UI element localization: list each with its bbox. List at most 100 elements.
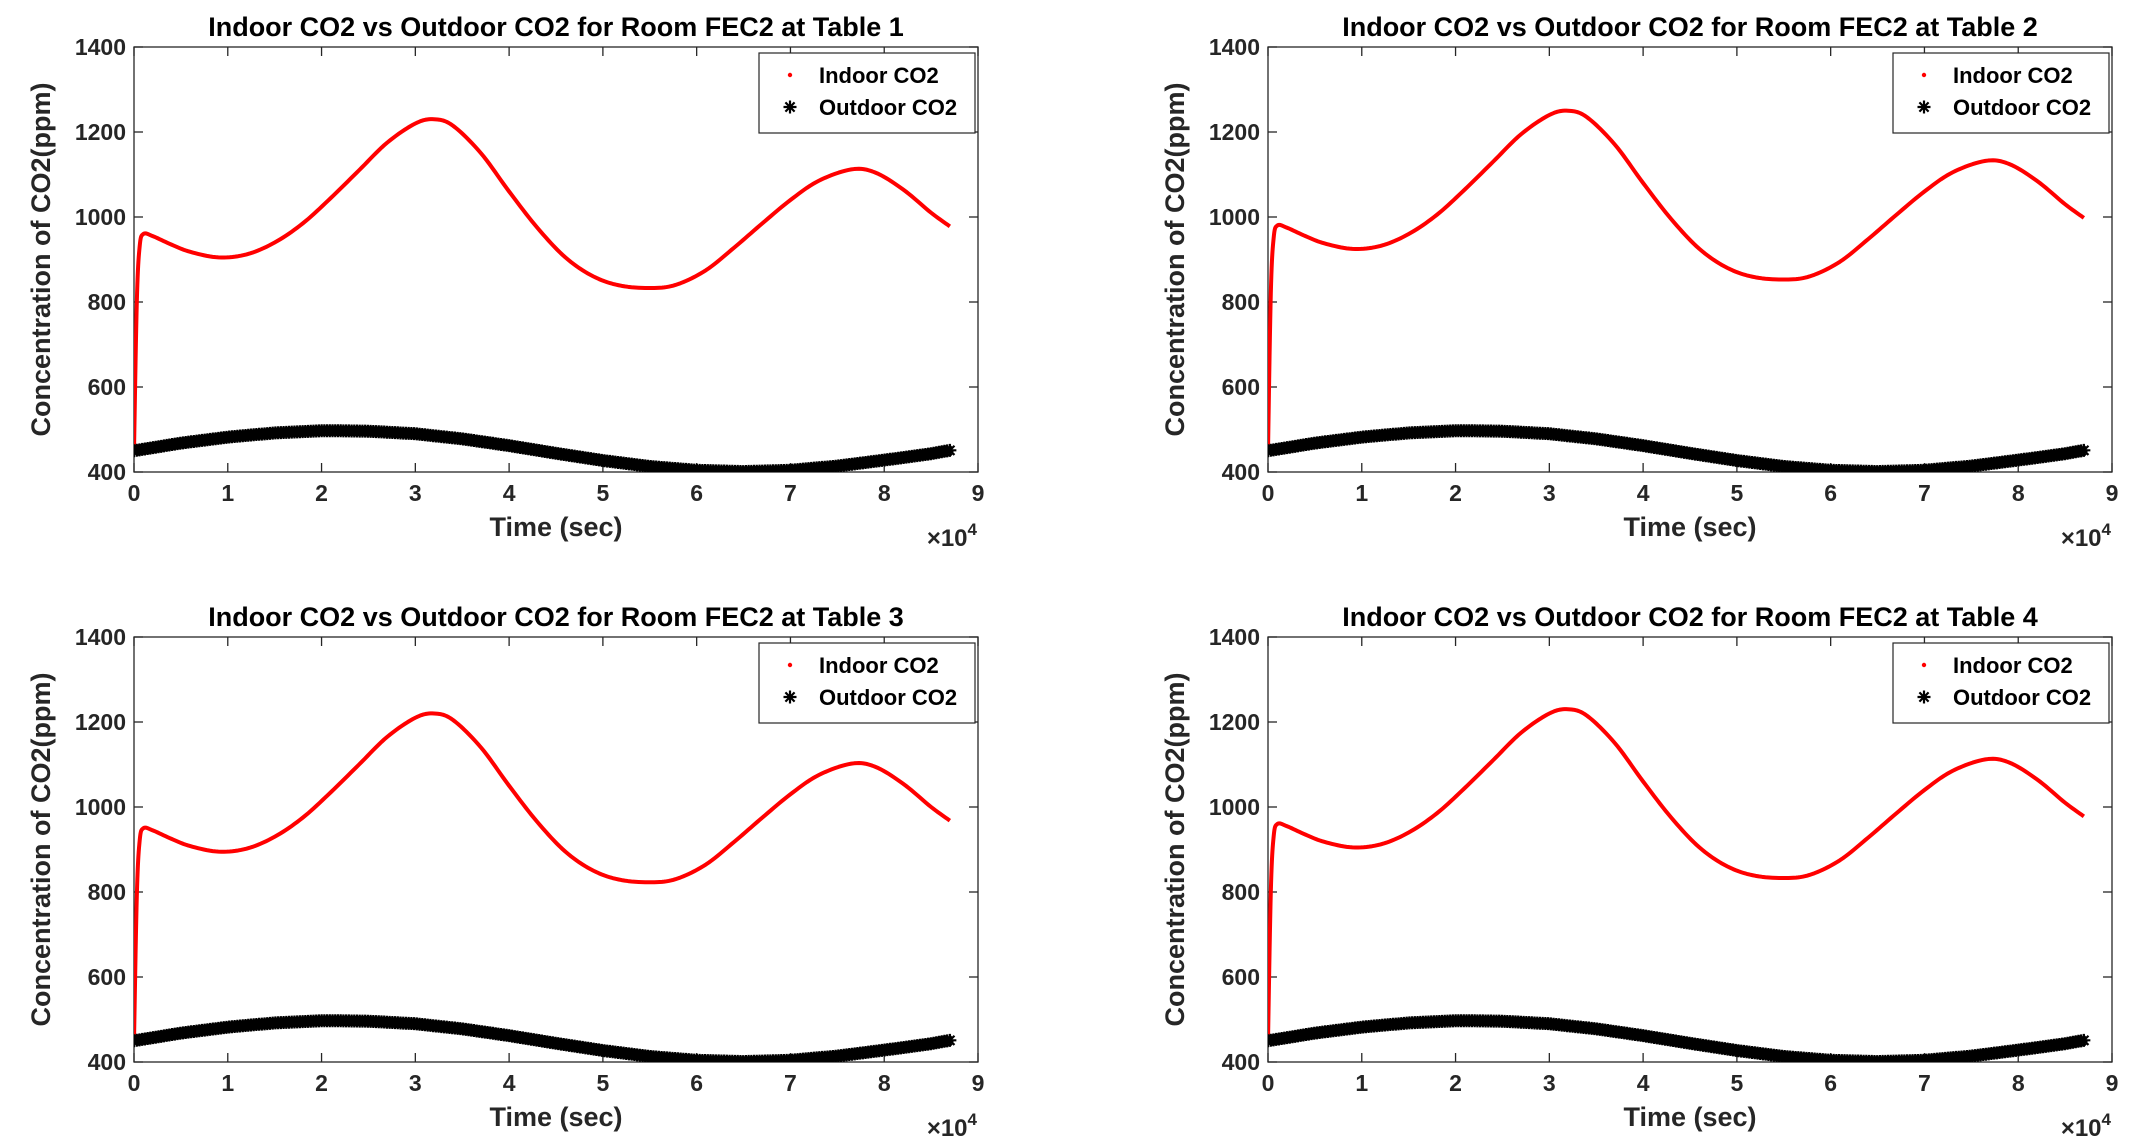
legend-marker-asterisk bbox=[783, 690, 797, 704]
x-tick-label: 9 bbox=[972, 480, 985, 506]
x-tick-label: 4 bbox=[1637, 1070, 1650, 1096]
x-tick-label: 3 bbox=[1543, 1070, 1556, 1096]
y-tick-label: 1400 bbox=[75, 34, 126, 60]
y-tick-label: 1000 bbox=[75, 204, 126, 230]
series-layer bbox=[134, 711, 957, 1062]
legend-entry-label: Indoor CO2 bbox=[819, 63, 939, 88]
x-tick-label: 5 bbox=[1730, 1070, 1743, 1096]
x-tick-label: 3 bbox=[1543, 480, 1556, 506]
legend-entry-label: Indoor CO2 bbox=[819, 653, 939, 678]
x-tick-label: 0 bbox=[128, 480, 141, 506]
y-tick-label: 800 bbox=[88, 879, 126, 905]
x-tick-label: 9 bbox=[972, 1070, 985, 1096]
legend-entry-label: Indoor CO2 bbox=[1953, 653, 2073, 678]
legend-entry-label: Outdoor CO2 bbox=[819, 685, 957, 710]
x-axis-label: Time (sec) bbox=[489, 512, 622, 542]
y-axis-label: Concentration of CO2(ppm) bbox=[1160, 673, 1190, 1027]
x-tick-label: 2 bbox=[1449, 480, 1462, 506]
x-tick-label: 8 bbox=[878, 1070, 891, 1096]
x-tick-label: 0 bbox=[128, 1070, 141, 1096]
chart-title: Indoor CO2 vs Outdoor CO2 for Room FEC2 … bbox=[208, 12, 904, 42]
legend-box bbox=[758, 642, 976, 724]
x-axis-multiplier: ×104 bbox=[927, 520, 978, 552]
x-tick-label: 4 bbox=[1637, 480, 1650, 506]
legend-box bbox=[1892, 642, 2110, 724]
x-axis-multiplier: ×104 bbox=[2061, 1110, 2112, 1139]
chart-panel-1: Indoor CO2 vs Outdoor CO2 for Room FEC2 … bbox=[26, 12, 984, 552]
y-tick-label: 1200 bbox=[75, 119, 126, 145]
legend-entry-label: Indoor CO2 bbox=[1953, 63, 2073, 88]
y-axis-label: Concentration of CO2(ppm) bbox=[26, 83, 56, 437]
series-layer bbox=[1268, 707, 2091, 1062]
x-tick-label: 6 bbox=[1824, 480, 1837, 506]
series-indoor-co2-line bbox=[1268, 707, 2086, 1041]
x-tick-label: 3 bbox=[409, 480, 422, 506]
x-tick-label: 8 bbox=[878, 480, 891, 506]
x-tick-label: 4 bbox=[503, 480, 516, 506]
y-tick-label: 800 bbox=[88, 289, 126, 315]
legend-marker-asterisk bbox=[1917, 100, 1931, 114]
legend-marker-asterisk bbox=[783, 100, 797, 114]
x-tick-label: 0 bbox=[1262, 480, 1275, 506]
x-axis-label: Time (sec) bbox=[1623, 1102, 1756, 1132]
x-tick-label: 7 bbox=[1918, 1070, 1931, 1096]
series-outdoor-co2-markers bbox=[1268, 1014, 2091, 1062]
legend-marker-dot bbox=[787, 72, 793, 78]
y-tick-label: 600 bbox=[1222, 374, 1260, 400]
x-tick-label: 3 bbox=[409, 1070, 422, 1096]
x-tick-label: 7 bbox=[1918, 480, 1931, 506]
x-tick-label: 9 bbox=[2106, 480, 2119, 506]
legend-box bbox=[758, 52, 976, 134]
x-axis-multiplier: ×104 bbox=[2061, 520, 2112, 552]
legend-marker-dot bbox=[787, 662, 793, 668]
x-tick-label: 2 bbox=[1449, 1070, 1462, 1096]
y-tick-label: 400 bbox=[88, 1049, 126, 1075]
chart-panel-2: Indoor CO2 vs Outdoor CO2 for Room FEC2 … bbox=[1160, 12, 2118, 552]
y-tick-label: 1400 bbox=[1209, 624, 1260, 650]
x-tick-label: 9 bbox=[2106, 1070, 2119, 1096]
series-indoor-co2-line bbox=[134, 117, 952, 451]
legend: Indoor CO2 Outdoor CO2 bbox=[1892, 642, 2110, 724]
x-tick-label: 8 bbox=[2012, 480, 2025, 506]
y-tick-label: 1000 bbox=[1209, 794, 1260, 820]
y-tick-label: 1400 bbox=[1209, 34, 1260, 60]
x-tick-label: 7 bbox=[784, 1070, 797, 1096]
x-tick-label: 6 bbox=[1824, 1070, 1837, 1096]
x-tick-label: 1 bbox=[1355, 1070, 1368, 1096]
chart-panel-4: Indoor CO2 vs Outdoor CO2 for Room FEC2 … bbox=[1160, 602, 2118, 1139]
legend-marker-dot bbox=[1921, 72, 1927, 78]
y-tick-label: 1000 bbox=[75, 794, 126, 820]
x-tick-label: 1 bbox=[221, 480, 234, 506]
y-tick-label: 800 bbox=[1222, 289, 1260, 315]
x-tick-label: 6 bbox=[690, 480, 703, 506]
y-tick-label: 1000 bbox=[1209, 204, 1260, 230]
x-tick-label: 7 bbox=[784, 480, 797, 506]
y-axis-label: Concentration of CO2(ppm) bbox=[26, 673, 56, 1027]
series-outdoor-co2-markers bbox=[134, 1014, 957, 1062]
series-outdoor-co2-markers bbox=[1268, 424, 2091, 472]
x-axis-label: Time (sec) bbox=[1623, 512, 1756, 542]
series-layer bbox=[1268, 108, 2091, 472]
chart-title: Indoor CO2 vs Outdoor CO2 for Room FEC2 … bbox=[208, 602, 904, 632]
legend: Indoor CO2 Outdoor CO2 bbox=[758, 642, 976, 724]
x-tick-label: 0 bbox=[1262, 1070, 1275, 1096]
chart-title: Indoor CO2 vs Outdoor CO2 for Room FEC2 … bbox=[1342, 602, 2038, 632]
y-tick-label: 800 bbox=[1222, 879, 1260, 905]
series-layer bbox=[134, 117, 957, 472]
x-tick-label: 2 bbox=[315, 480, 328, 506]
series-indoor-co2-line bbox=[134, 711, 952, 1041]
y-tick-label: 1400 bbox=[75, 624, 126, 650]
legend-entry-label: Outdoor CO2 bbox=[1953, 95, 2091, 120]
chart-panel-3: Indoor CO2 vs Outdoor CO2 for Room FEC2 … bbox=[26, 602, 984, 1139]
y-tick-label: 1200 bbox=[1209, 119, 1260, 145]
x-axis-label: Time (sec) bbox=[489, 1102, 622, 1132]
legend-marker-asterisk bbox=[1917, 690, 1931, 704]
y-tick-label: 1200 bbox=[75, 709, 126, 735]
x-tick-label: 6 bbox=[690, 1070, 703, 1096]
legend-box bbox=[1892, 52, 2110, 134]
x-axis-multiplier: ×104 bbox=[927, 1110, 978, 1139]
y-tick-label: 400 bbox=[1222, 459, 1260, 485]
x-tick-label: 4 bbox=[503, 1070, 516, 1096]
y-tick-label: 400 bbox=[1222, 1049, 1260, 1075]
